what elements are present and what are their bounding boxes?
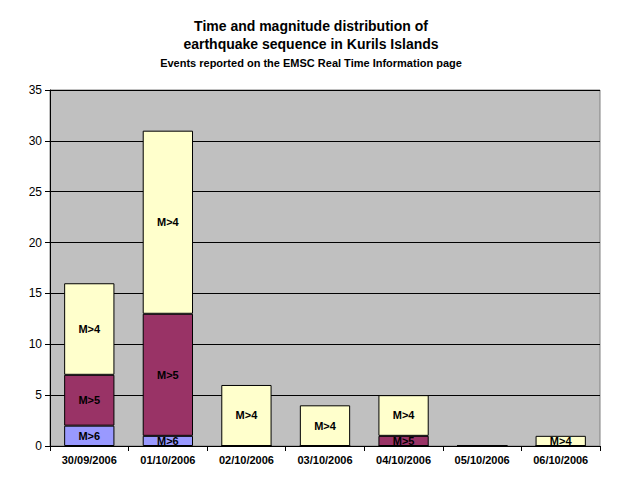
svg-text:35: 35 bbox=[29, 83, 43, 97]
svg-text:M>4: M>4 bbox=[157, 216, 180, 228]
svg-text:M>6: M>6 bbox=[157, 435, 179, 447]
svg-text:Time and magnitude distributio: Time and magnitude distribution of bbox=[194, 18, 428, 34]
svg-text:05/10/2006: 05/10/2006 bbox=[455, 454, 510, 466]
svg-text:M>4: M>4 bbox=[236, 409, 259, 421]
svg-text:04/10/2006: 04/10/2006 bbox=[376, 454, 431, 466]
svg-text:0: 0 bbox=[35, 439, 42, 453]
svg-text:06/10/2006: 06/10/2006 bbox=[533, 454, 588, 466]
svg-text:30: 30 bbox=[29, 134, 43, 148]
svg-text:03/10/2006: 03/10/2006 bbox=[297, 454, 352, 466]
svg-text:15: 15 bbox=[29, 286, 43, 300]
svg-text:10: 10 bbox=[29, 337, 43, 351]
svg-text:M>5: M>5 bbox=[78, 394, 100, 406]
svg-text:M>5: M>5 bbox=[157, 369, 179, 381]
svg-text:M>4: M>4 bbox=[314, 420, 337, 432]
svg-text:30/09/2006: 30/09/2006 bbox=[62, 454, 117, 466]
svg-text:M>4: M>4 bbox=[550, 435, 573, 447]
svg-text:M>5: M>5 bbox=[393, 435, 415, 447]
svg-text:earthquake sequence in Kurils: earthquake sequence in Kurils Islands bbox=[183, 36, 438, 52]
svg-text:M>4: M>4 bbox=[393, 409, 416, 421]
svg-text:20: 20 bbox=[29, 236, 43, 250]
svg-text:25: 25 bbox=[29, 185, 43, 199]
svg-text:M>4: M>4 bbox=[78, 323, 101, 335]
svg-text:01/10/2006: 01/10/2006 bbox=[140, 454, 195, 466]
svg-text:5: 5 bbox=[35, 388, 42, 402]
svg-text:M>6: M>6 bbox=[78, 430, 100, 442]
svg-text:02/10/2006: 02/10/2006 bbox=[219, 454, 274, 466]
svg-text:Events reported on the EMSC Re: Events reported on the EMSC Real Time In… bbox=[160, 57, 462, 69]
